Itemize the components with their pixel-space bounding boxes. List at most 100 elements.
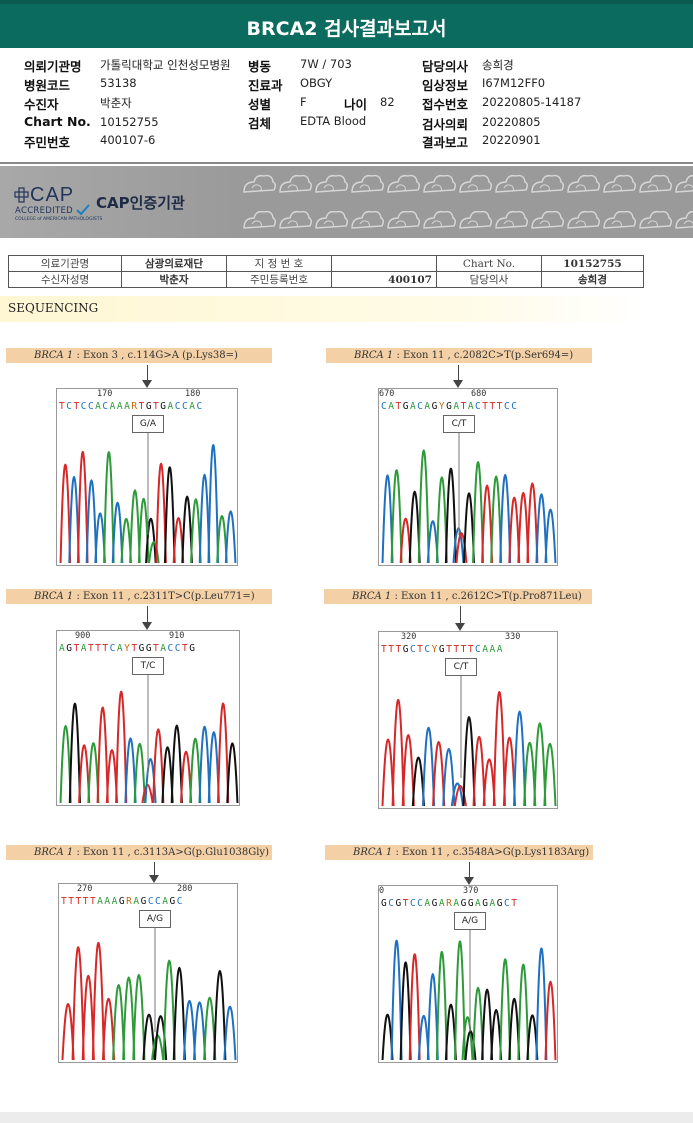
- request-label: 검사의뢰: [422, 117, 469, 132]
- receipt-value: 20220805-14187: [482, 95, 582, 109]
- peak: [189, 737, 202, 804]
- variant-label: BRCA 1 : Exon 11 , c.2612C>T(p.Pro871Leu…: [324, 589, 592, 604]
- base-sequence: CATGACAGYGATACTTTCC: [381, 401, 519, 412]
- genotype-call: C/T: [443, 415, 475, 433]
- position-number: 170: [97, 389, 113, 399]
- peak: [223, 1005, 237, 1061]
- peak: [408, 953, 421, 1061]
- peak: [381, 474, 394, 564]
- peak: [207, 731, 220, 804]
- genotype-call: A/G: [454, 912, 486, 930]
- peak: [408, 490, 421, 564]
- chromatogram-trace: 670 680 CATGACAGYGATACTTTCC C/T: [378, 388, 558, 566]
- peak: [224, 510, 237, 564]
- peak: [523, 741, 537, 807]
- peak: [544, 508, 557, 564]
- peak: [203, 996, 217, 1061]
- peak: [462, 716, 476, 807]
- sex-label: 성별: [248, 97, 272, 112]
- peak: [124, 737, 137, 804]
- peak: [68, 702, 81, 804]
- peak: [103, 451, 115, 564]
- age-value: 82: [380, 95, 395, 109]
- peak: [91, 941, 105, 1061]
- gene-name: BRCA 1: [34, 350, 74, 361]
- variant-label: BRCA 1 : Exon 11 , c.3548A>G(p.Lys1183Ar…: [325, 845, 593, 860]
- peak: [59, 463, 72, 564]
- institution-label: 의뢰기관명: [24, 59, 82, 74]
- peak: [401, 733, 415, 807]
- peak: [543, 742, 557, 807]
- hdr-chart-label: Chart No.: [436, 255, 542, 272]
- peak: [442, 748, 456, 807]
- cap-logo-text: CAP: [30, 184, 75, 206]
- peak: [421, 727, 436, 807]
- rrn-value: 400107-6: [100, 133, 156, 147]
- peak: [59, 725, 72, 804]
- chromatogram-trace: 170 180 TCTCCACAAARTGTGACCAC G/A: [56, 388, 238, 566]
- cap-logo: CAP ACCREDITED COLLEGE of AMERICAN PATHO…: [14, 182, 102, 224]
- variant-description: : Exon 11 , c.2082C>T(p.Ser694=): [393, 350, 574, 361]
- peak: [172, 966, 186, 1061]
- hdr-designation-label: 지 정 번 호: [226, 255, 332, 272]
- chart-value: 10152755: [100, 115, 159, 129]
- peak: [452, 527, 465, 564]
- peak: [526, 482, 539, 564]
- peak: [213, 969, 227, 1061]
- recipient-value: 박춘자: [100, 96, 132, 110]
- genotype-call: T/C: [132, 657, 164, 675]
- gene-name: BRCA 1: [354, 350, 394, 361]
- genotype-call: G/A: [132, 415, 164, 433]
- peak: [163, 466, 176, 564]
- electropherogram-peaks: [61, 924, 237, 1061]
- position-number: 270: [77, 884, 93, 894]
- position-number: 670: [379, 389, 395, 399]
- variant-label: BRCA 1 : Exon 11 , c.2082C>T(p.Ser694=): [326, 348, 592, 363]
- peak: [81, 974, 95, 1061]
- peak: [426, 973, 439, 1061]
- peak: [391, 699, 405, 807]
- electropherogram-peaks: [381, 429, 557, 564]
- report-title: BRCA2 검사결과보고서: [0, 0, 693, 48]
- chart-label: Chart No.: [24, 114, 91, 129]
- specimen-label: 검체: [248, 116, 272, 131]
- peak: [129, 489, 141, 564]
- hdr-rrn-label: 주민등록번호: [226, 271, 332, 288]
- peak: [182, 1000, 197, 1061]
- peak: [85, 479, 98, 564]
- doctor-value: 송희경: [482, 58, 514, 72]
- peak: [170, 724, 183, 804]
- variant-label: BRCA 1 : Exon 11 , c.3113A>G(p.Glu1038Gl…: [6, 845, 272, 860]
- position-number: 330: [505, 632, 521, 642]
- electropherogram-peaks: [381, 926, 557, 1061]
- peak: [499, 473, 512, 564]
- rrn-label: 주민번호: [24, 135, 71, 150]
- patient-info: 의뢰기관명 가톨릭대학교 인천성모병원 병동 7W / 703 담당의사 송희경…: [0, 52, 693, 158]
- peak: [453, 785, 467, 807]
- peak: [179, 750, 193, 804]
- clinical-value: I67M12FF0: [482, 76, 546, 90]
- position-number: 280: [177, 884, 193, 894]
- variant-label: BRCA 1 : Exon 11 , c.2311T>C(p.Leu771=): [6, 589, 272, 604]
- peak: [444, 467, 457, 564]
- peak: [101, 998, 116, 1061]
- peak: [399, 961, 412, 1061]
- electropherogram-peaks: [59, 429, 237, 564]
- peak: [490, 475, 503, 564]
- peak: [472, 987, 485, 1061]
- hdr-institution-label: 의료기관명: [8, 255, 122, 272]
- peak: [390, 469, 403, 564]
- peak: [96, 706, 109, 804]
- hdr-doctor-value: 송희경: [541, 271, 644, 288]
- hdr-doctor-label: 담당의사: [436, 271, 542, 288]
- recipient-label: 수진자: [24, 97, 59, 112]
- peak: [535, 493, 548, 564]
- gene-name: BRCA 1: [352, 591, 392, 602]
- hdr-designation-value: [331, 255, 437, 272]
- chromatogram-trace: 270 280 TTTTTAAAGRAGCCAGC A/G: [58, 883, 238, 1063]
- genotype-call: A/G: [139, 910, 171, 928]
- genotype-call: C/T: [445, 658, 477, 676]
- peak: [492, 690, 506, 807]
- peak: [145, 517, 157, 564]
- variant-description: : Exon 3 , c.114G>A (p.Lys38=): [73, 350, 238, 361]
